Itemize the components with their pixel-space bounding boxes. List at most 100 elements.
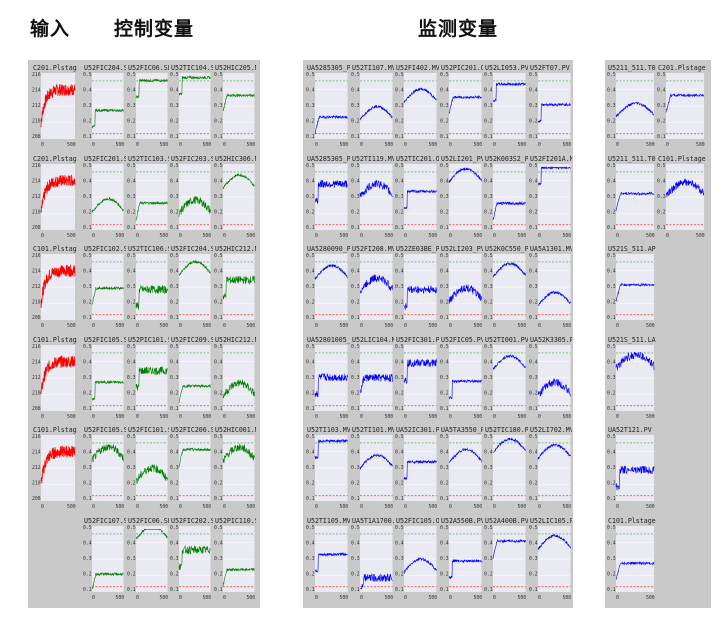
y-tick-label: 0.1 (170, 315, 179, 321)
y-tick-label: 0.2 (83, 209, 92, 215)
subplot-title: U52TI107.MV (352, 64, 395, 72)
x-tick-label: 0 (92, 233, 95, 239)
y-tick-label: 214 (32, 178, 41, 184)
y-tick-label: 208 (32, 496, 41, 502)
series-line (615, 190, 655, 211)
y-tick-label: 0.4 (170, 450, 179, 456)
y-tick-label: 0.5 (214, 434, 223, 440)
subplot-monitor_extra: U5211_511.T0250.5 0.4 0.3 0.2 0.10 500 (607, 154, 656, 240)
y-tick-label: 0.3 (657, 194, 666, 200)
series-line (615, 351, 655, 371)
y-tick-label: 0.4 (83, 269, 92, 275)
x-tick-label: 500 (518, 414, 527, 420)
y-tick-label: 0.2 (170, 209, 179, 215)
subplot-title: U52PIC110.SP (215, 517, 257, 525)
y-tick-label: 0.5 (214, 525, 223, 531)
y-tick-label: 0.1 (127, 496, 136, 502)
y-tick-label: 0.5 (127, 253, 136, 259)
subplot-svg: U52LIC104.MV0.5 0.4 0.3 0.2 0.10 500 (351, 336, 395, 420)
y-tick-label: 0.5 (83, 163, 92, 169)
subplot-title: U52K003S2_PV (485, 155, 528, 163)
y-tick-label: 0.1 (83, 225, 92, 231)
y-tick-label: 0.1 (306, 406, 315, 412)
subplot-title: U52PIC101.SP (128, 336, 170, 344)
series-line (665, 92, 705, 113)
series-line (537, 377, 571, 397)
y-tick-label: 0.3 (484, 556, 493, 562)
series-line (314, 551, 348, 573)
y-tick-label: 0.2 (351, 571, 360, 577)
y-tick-label: 210 (32, 390, 41, 396)
y-tick-label: 0.2 (351, 390, 360, 396)
subplot-title: C101.Plstage3 (33, 426, 77, 434)
subplot-svg: U52HIC306.MANSET0.5 0.4 0.3 0.2 0.10 500 (214, 155, 257, 239)
subplot-title: U52FIC107.SP (84, 517, 126, 525)
y-tick-label: 0.4 (529, 269, 538, 275)
subplot-svg: U52FIC204.SP0.5 0.4 0.3 0.2 0.10 500 (83, 64, 126, 148)
y-tick-label: 0.4 (484, 450, 493, 456)
y-tick-label: 0.2 (170, 481, 179, 487)
x-tick-label: 0 (449, 142, 452, 148)
subplot-title: U52K0C550_PV (485, 245, 528, 253)
series-line (448, 447, 482, 463)
subplot-svg: U52FIC06.SP0.5 0.4 0.3 0.2 0.10 500 (127, 64, 170, 148)
y-tick-label: 0.3 (306, 194, 315, 200)
subplot-svg: U52FIC105.OUT0.5 0.4 0.3 0.2 0.10 500 (395, 517, 439, 601)
y-tick-label: 0.5 (395, 72, 404, 78)
x-tick-label: 0 (92, 142, 95, 148)
y-tick-label: 0.4 (395, 540, 404, 546)
series-line (40, 83, 76, 128)
x-tick-label: 0 (41, 142, 44, 148)
y-tick-label: 0.4 (127, 359, 136, 365)
y-tick-label: 0.4 (83, 540, 92, 546)
x-tick-label: 0 (315, 323, 318, 329)
y-tick-label: 0.4 (170, 540, 179, 546)
y-tick-label: 0.3 (607, 194, 616, 200)
y-tick-label: 0.3 (351, 556, 360, 562)
subplot-monitor: U52LIC105.PV0.5 0.4 0.3 0.2 0.10 500 (529, 516, 573, 602)
series-line (493, 261, 526, 278)
x-tick-label: 0 (92, 595, 95, 601)
series-line (178, 75, 211, 96)
subplot-svg: U52TI101.MV0.5 0.4 0.3 0.2 0.10 500 (351, 426, 395, 510)
subplot-svg: U52HIC212.MANSET0.5 0.4 0.3 0.2 0.10 500 (214, 245, 257, 329)
subplot-title: U52LIC105.PV (530, 517, 573, 525)
subplot-title: U52FI402.MV (396, 64, 439, 72)
y-tick-label: 0.4 (484, 359, 493, 365)
subplot-monitor: U52FIC05.PV 0.5 0.4 0.3 0.2 0.1 0 500 (440, 335, 484, 421)
y-tick-label: 0.5 (306, 434, 315, 440)
subplot-control: U52FIC102.SP0.5 0.4 0.3 0.2 0.10 500 (83, 244, 126, 330)
series-line (359, 274, 393, 294)
series-line (178, 447, 211, 468)
x-tick-label: 0 (616, 595, 619, 601)
y-tick-label: 0.1 (484, 225, 493, 231)
subplot-title: C201.Plstage1 (658, 64, 706, 72)
x-tick-label: 500 (246, 323, 255, 329)
subplot-svg: U52LI053.PV0.5 0.4 0.3 0.2 0.10 500 (484, 64, 528, 148)
series-line (222, 275, 255, 300)
y-tick-label: 0.4 (306, 450, 315, 456)
subplot-svg: U52PIC201.OUT0.5 0.4 0.3 0.2 0.10 500 (440, 64, 484, 148)
y-tick-label: 0.1 (351, 496, 360, 502)
x-tick-label: 0 (666, 142, 669, 148)
x-tick-label: 500 (473, 233, 482, 239)
subplot-svg: UA5TA3550_PV0.5 0.4 0.3 0.2 0.10 500 (440, 426, 484, 510)
subplot-control: U52TIC103.SP0.5 0.4 0.3 0.2 0.10 500 (127, 154, 170, 240)
y-tick-label: 0.3 (170, 103, 179, 109)
x-tick-label: 500 (67, 142, 76, 148)
y-tick-label: 0.4 (529, 88, 538, 94)
y-tick-label: 0.3 (83, 375, 92, 381)
subplot-title: U52HIC212.MANSET (215, 245, 257, 253)
subplot-svg: U52ZE03BE_PV0.5 0.4 0.3 0.2 0.10 500 (395, 245, 439, 329)
y-tick-label: 0.1 (607, 225, 616, 231)
x-tick-label: 500 (429, 414, 438, 420)
series-line (314, 438, 348, 460)
subplot-svg: U52TI119.MV0.5 0.4 0.3 0.2 0.10 500 (351, 155, 395, 239)
y-tick-label: 0.4 (607, 450, 616, 456)
series-line (615, 465, 655, 491)
y-tick-label: 0.3 (351, 194, 360, 200)
subplot-svg: UA5T1A1700.PV0.5 0.4 0.3 0.2 0.10 500 (351, 517, 395, 601)
y-tick-label: 0.2 (395, 209, 404, 215)
subplot-title: UA5T1A1700.PV (352, 517, 395, 525)
series-line (537, 165, 571, 185)
